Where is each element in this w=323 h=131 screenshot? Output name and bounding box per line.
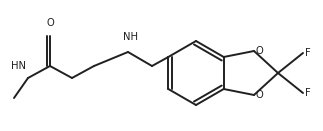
Text: O: O [255, 46, 263, 56]
Text: F: F [305, 88, 311, 98]
Text: O: O [46, 18, 54, 28]
Text: HN: HN [11, 61, 26, 71]
Text: F: F [305, 48, 311, 58]
Text: NH: NH [122, 32, 138, 42]
Text: O: O [255, 90, 263, 100]
